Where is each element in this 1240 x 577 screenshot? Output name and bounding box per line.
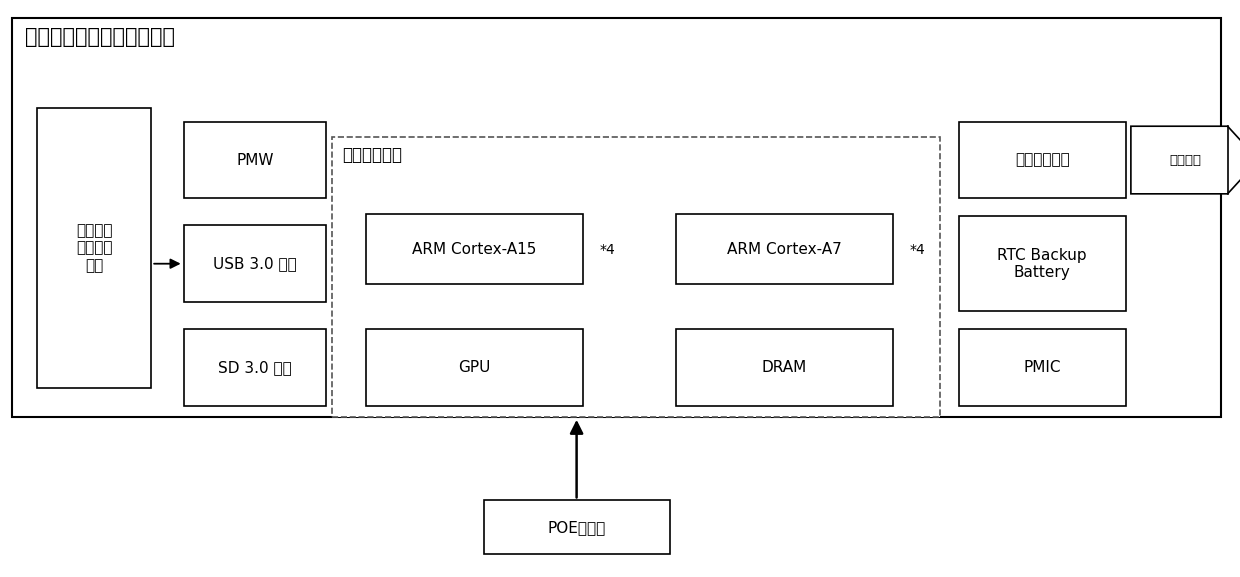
Text: *4: *4 bbox=[600, 243, 615, 257]
Bar bbox=[959, 216, 1126, 311]
Bar bbox=[37, 108, 151, 388]
Bar bbox=[184, 329, 326, 406]
Bar bbox=[184, 122, 326, 198]
Text: 通信接口: 通信接口 bbox=[1169, 153, 1202, 167]
Text: DRAM: DRAM bbox=[761, 360, 807, 375]
Bar bbox=[332, 137, 940, 417]
Text: USB 3.0 接口: USB 3.0 接口 bbox=[213, 256, 296, 271]
Bar bbox=[12, 18, 1221, 417]
Bar bbox=[959, 329, 1126, 406]
Bar bbox=[366, 329, 583, 406]
Text: PMIC: PMIC bbox=[1023, 360, 1061, 375]
Text: POE电源板: POE电源板 bbox=[548, 520, 605, 535]
Bar bbox=[184, 226, 326, 302]
Text: ARM Cortex-A15: ARM Cortex-A15 bbox=[412, 242, 537, 257]
Text: SD 3.0 接口: SD 3.0 接口 bbox=[218, 360, 291, 375]
Bar bbox=[959, 122, 1126, 198]
Polygon shape bbox=[1131, 126, 1240, 194]
Text: ARM Cortex-A7: ARM Cortex-A7 bbox=[727, 242, 842, 257]
Bar bbox=[676, 329, 893, 406]
Text: PMW: PMW bbox=[236, 152, 274, 167]
Text: 深度与彩
色视频采
集器: 深度与彩 色视频采 集器 bbox=[76, 223, 113, 273]
Text: 核心处理芯片: 核心处理芯片 bbox=[342, 145, 402, 164]
Text: GPU: GPU bbox=[458, 360, 491, 375]
Text: 智能客流监测设备硬件结构: 智能客流监测设备硬件结构 bbox=[25, 27, 175, 47]
Bar bbox=[366, 214, 583, 284]
Text: RTC Backup
Battery: RTC Backup Battery bbox=[997, 248, 1087, 280]
Bar bbox=[484, 500, 670, 554]
Text: 以太网控制器: 以太网控制器 bbox=[1014, 152, 1070, 167]
Bar bbox=[676, 214, 893, 284]
Text: *4: *4 bbox=[910, 243, 925, 257]
